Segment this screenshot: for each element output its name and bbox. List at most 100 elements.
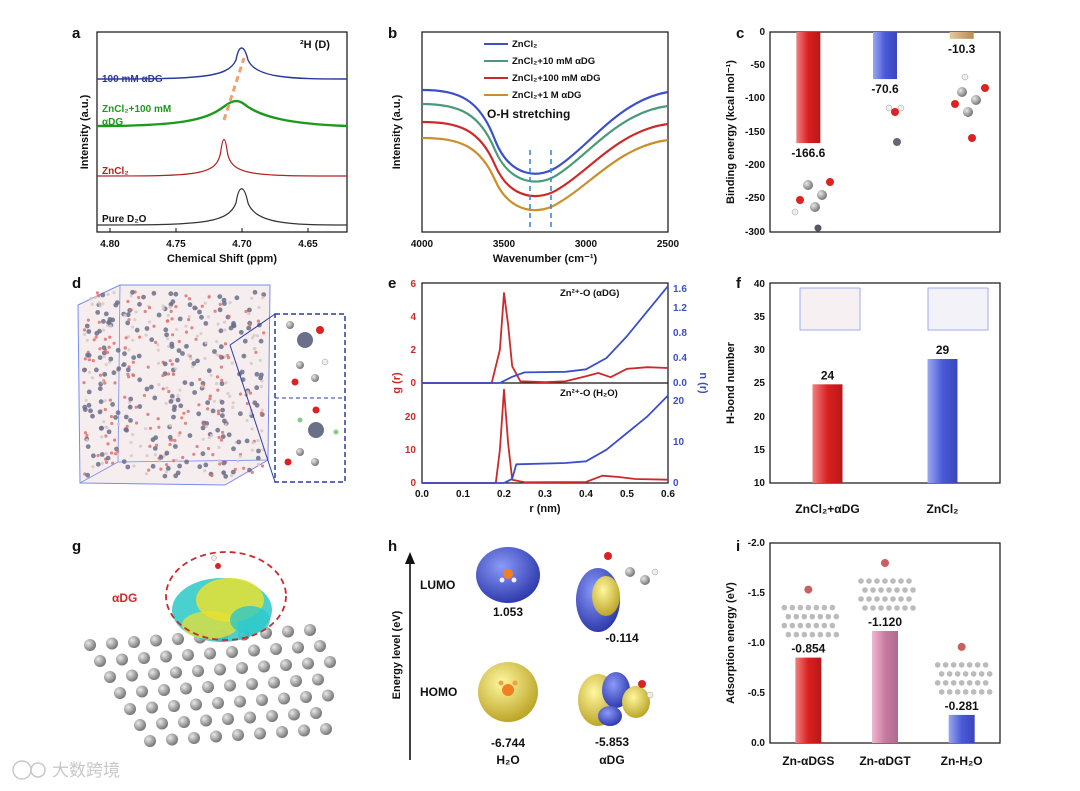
panel-e-right-ticks: 0.0 0.4 0.8 1.2 1.6 0 10 20 [673, 284, 687, 489]
particle [84, 323, 90, 329]
particle [248, 323, 252, 327]
particle [166, 319, 170, 323]
particle [123, 395, 127, 399]
zn-atom [166, 733, 178, 746]
particle [128, 396, 134, 402]
particle [116, 366, 122, 372]
bar-1 [872, 631, 898, 743]
particle [215, 381, 219, 386]
particle [176, 393, 180, 398]
particle [241, 353, 247, 359]
zn-atom [858, 596, 864, 602]
particle [255, 455, 261, 461]
particle [97, 409, 103, 415]
zn-atom [962, 689, 969, 695]
particle [200, 384, 204, 388]
ytick: 0 [410, 378, 416, 389]
trace-label: αDG [102, 117, 123, 128]
zn-atom [224, 679, 236, 692]
shift-guide-line [222, 57, 246, 121]
particle [109, 324, 113, 328]
particle [242, 466, 246, 470]
particle [90, 413, 95, 419]
simulation-box [77, 284, 271, 486]
zn-atom [870, 587, 876, 593]
zn-atom [906, 578, 912, 584]
particle [142, 393, 146, 398]
zn-atom [809, 631, 816, 638]
ytick: 15 [754, 445, 766, 456]
panel-g: g αDG [72, 538, 336, 747]
particle [216, 388, 220, 392]
particle [177, 463, 183, 469]
zn-atom [144, 735, 156, 747]
panel-c-yticks: 0 -50 -100 -150 -200 -250 -300 [745, 27, 765, 238]
particle [129, 440, 133, 445]
adsorbate-highlight [165, 551, 287, 641]
particle [187, 433, 193, 438]
particle [108, 398, 112, 402]
particle [123, 414, 129, 420]
zn-atom [172, 633, 184, 645]
particle [91, 453, 96, 459]
particle [131, 360, 135, 364]
particle [92, 338, 96, 342]
zn-atom [178, 716, 190, 728]
particle [90, 302, 94, 306]
panel-label-g: g [72, 538, 81, 555]
panel-b-ylabel: Intensity (a.u.) [391, 94, 403, 169]
particle [130, 289, 135, 295]
particle [200, 451, 206, 457]
panel-label-c: c [736, 25, 744, 42]
particle [186, 409, 190, 413]
particle [262, 331, 266, 335]
particle [181, 455, 185, 460]
particle [152, 395, 158, 401]
panel-label-b: b [388, 25, 397, 42]
ytick: 4 [410, 312, 416, 323]
particle [250, 296, 254, 300]
zn-atom [324, 656, 336, 668]
particle [108, 335, 112, 339]
particle [146, 365, 150, 369]
particle [88, 408, 93, 414]
particle [182, 380, 188, 385]
particle [85, 338, 89, 342]
particle [158, 459, 162, 463]
legend-entry: ZnCl₂ [512, 39, 537, 50]
zn-atom [801, 631, 808, 638]
particle [155, 443, 159, 447]
water-homo-value: -6.744 [491, 736, 525, 750]
ftir-trace-100mm [421, 120, 669, 198]
zn-atom [168, 700, 180, 712]
particle [175, 397, 181, 403]
particle [200, 425, 206, 431]
particle [112, 341, 116, 345]
particle [138, 335, 142, 339]
zn-atom [797, 622, 804, 629]
particle [173, 444, 178, 449]
zn-atom [950, 680, 957, 686]
particle [242, 338, 248, 344]
particle [238, 329, 244, 335]
bar-value-label: -1.120 [868, 615, 902, 629]
zn-atom [890, 596, 896, 602]
particle [94, 367, 99, 373]
particle [254, 385, 260, 391]
particle [177, 433, 181, 437]
panel-b-xlabel: Wavenumber (cm⁻¹) [493, 253, 598, 265]
particle [190, 326, 194, 330]
particle [171, 372, 176, 376]
particle [173, 438, 177, 443]
zn-atom [268, 676, 280, 689]
particle [256, 319, 260, 323]
particle [238, 392, 243, 396]
particle [231, 405, 235, 409]
particle [222, 320, 227, 324]
zn-atom [934, 680, 941, 686]
particle [192, 390, 198, 395]
zn-atom [256, 694, 268, 706]
particle [156, 312, 162, 318]
particle [212, 349, 217, 354]
particle [252, 333, 256, 338]
